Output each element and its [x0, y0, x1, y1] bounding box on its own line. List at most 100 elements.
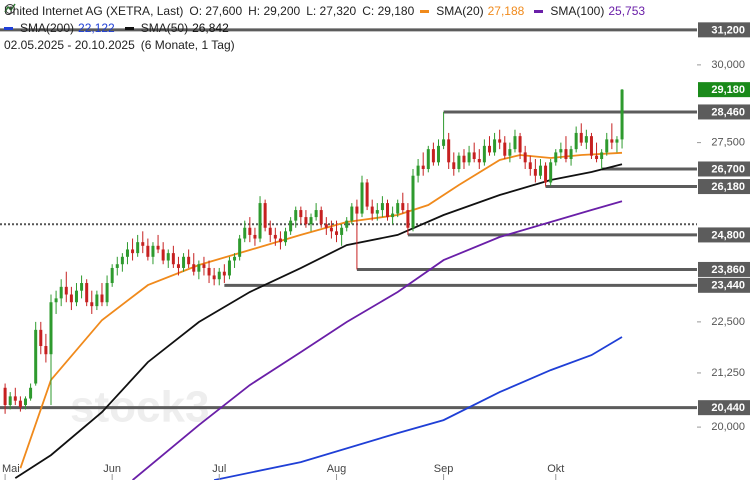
candle-body [80, 283, 84, 291]
candle-body [197, 264, 201, 272]
candle-body [207, 267, 211, 276]
level-label: 29,180 [711, 84, 745, 96]
candle-body [319, 210, 323, 225]
candle-body [595, 155, 599, 160]
candle-body [528, 162, 532, 169]
candle-body [538, 165, 542, 176]
candle-body [589, 136, 593, 156]
candle-body [243, 227, 247, 239]
candle-body [151, 245, 155, 257]
legend-row: United Internet AG (XETRA, Last) O: 27,6… [4, 3, 649, 20]
candle-body [23, 398, 27, 406]
candle-body [74, 290, 78, 303]
legend-swatch [124, 27, 134, 30]
candle-body [141, 242, 145, 246]
candle-body [90, 302, 94, 307]
candle-body [278, 238, 282, 243]
legend-name: SMA(50) [140, 21, 189, 35]
level-label-box [698, 82, 750, 98]
candle-body [29, 387, 33, 399]
candle-body [258, 203, 262, 239]
candle-body [513, 136, 517, 150]
candle-body [406, 210, 410, 228]
candle-body [8, 396, 12, 406]
candle-body [447, 139, 451, 163]
candle-body [355, 206, 359, 214]
candle-body [559, 149, 563, 153]
candle-body [493, 139, 497, 153]
candle-body [365, 182, 369, 207]
candle-body [431, 149, 435, 163]
candle-body [166, 253, 170, 261]
candle-body [533, 168, 537, 176]
level-label: 31,200 [711, 24, 745, 36]
candle-body [396, 203, 400, 214]
candle-body [605, 139, 609, 153]
candle-body [549, 162, 553, 183]
candle-body [386, 203, 390, 218]
level-label: 28,460 [711, 106, 745, 118]
candle-body [136, 242, 140, 254]
legend-row: SMA(200) 22,122 SMA(50) 26,842 [4, 20, 649, 37]
y-tick-label: 20,000 [711, 421, 745, 433]
candle-body [18, 400, 22, 408]
candle-body [360, 182, 364, 214]
level-label-box [698, 22, 750, 38]
sma-line [14, 163, 623, 479]
candle-body [273, 234, 277, 239]
legend: United Internet AG (XETRA, Last) O: 27,6… [4, 3, 649, 54]
candle-body [375, 210, 379, 214]
candle-body [222, 271, 226, 276]
low-label: L: 27,320 [306, 4, 357, 18]
candle-body [64, 286, 68, 295]
candle-body [59, 286, 63, 299]
x-tick-label: Jul [212, 463, 226, 475]
level-label-box [698, 227, 750, 243]
candle-body [498, 139, 502, 143]
candle-body [100, 294, 104, 303]
candle-body [202, 264, 206, 268]
candle-body [610, 139, 614, 143]
candle-body [426, 149, 430, 169]
candle-body [335, 231, 339, 235]
candle-body [574, 132, 578, 150]
legend-name: SMA(100) [550, 4, 605, 18]
candle-body [503, 142, 507, 156]
legend-value: 26,842 [192, 21, 229, 35]
candle-body [544, 165, 548, 183]
candle-body [615, 139, 619, 143]
candle-body [227, 260, 231, 276]
level-label: 26,700 [711, 163, 745, 175]
candle-body [161, 249, 165, 261]
candle-body [523, 152, 527, 163]
candle-body [294, 210, 298, 221]
candle-body [69, 294, 73, 303]
legend-swatch [420, 10, 430, 13]
candle-body [391, 213, 395, 218]
candle-body [508, 149, 512, 156]
candle-body [380, 203, 384, 211]
level-label-box [698, 261, 750, 277]
close-label: C: 29,180 [362, 4, 415, 18]
candle-body [518, 136, 522, 153]
candle-body [569, 149, 573, 160]
candle-body [304, 217, 308, 225]
candle-body [457, 155, 461, 169]
legend-swatch [4, 27, 13, 30]
candle-body [620, 89, 624, 140]
candle-body [85, 283, 89, 303]
candle-body [329, 227, 333, 232]
legend-value: 22,122 [78, 21, 115, 35]
legend-value: 25,753 [608, 4, 646, 18]
candle-body [350, 206, 354, 221]
candle-body [44, 346, 48, 355]
level-label: 24,800 [711, 229, 745, 241]
candle-body [131, 249, 135, 254]
candle-body [340, 227, 344, 235]
legend-swatch [534, 10, 544, 13]
candle-body [212, 275, 216, 280]
legend-row: 02.05.2025 - 20.10.2025 (6 Monate, 1 Tag… [4, 4, 649, 54]
plot-area [0, 28, 697, 480]
x-tick-label: Sep [434, 463, 454, 475]
